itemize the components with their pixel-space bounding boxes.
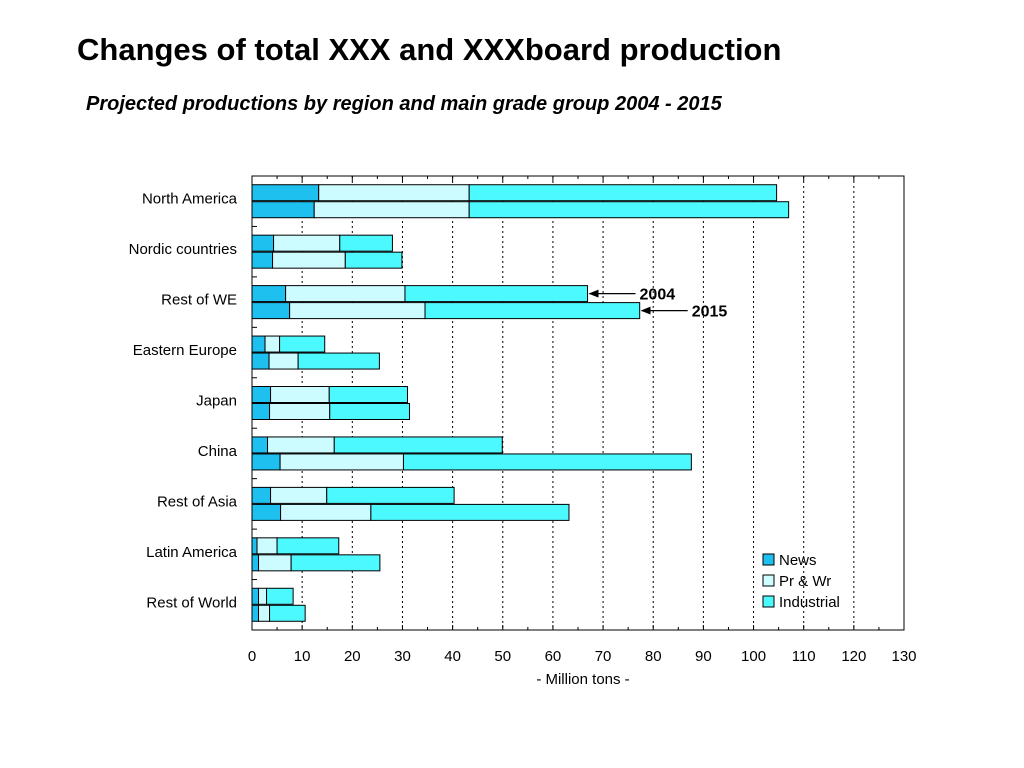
bar-industrial-2015 (402, 453, 692, 471)
annotation-label: 2004 (640, 287, 676, 304)
bar-news-2015 (251, 604, 260, 622)
bar-industrial-2004 (333, 436, 503, 454)
bar-news-2015 (251, 302, 291, 320)
bar-pr-wr-2004 (273, 234, 341, 252)
category-label: Rest of World (146, 594, 237, 611)
bar-pr-wr-2004 (318, 184, 470, 202)
bar-industrial-2015 (329, 403, 410, 420)
x-tick-label: 60 (545, 648, 562, 665)
bar-news-2015 (251, 503, 282, 521)
bar-pr-wr-2004 (258, 587, 268, 605)
bar-industrial-2015 (269, 604, 306, 622)
bar-industrial-2004 (266, 587, 294, 605)
bar-industrial-2015 (344, 251, 403, 269)
bar-news-2004 (251, 537, 258, 555)
bar-industrial-2015 (468, 201, 790, 219)
bar-news-2015 (251, 352, 270, 370)
axis-ticks (251, 176, 905, 630)
bar-industrial-2004 (328, 386, 408, 403)
bar-pr-wr-2015 (269, 403, 331, 420)
bar-pr-wr-2004 (285, 285, 406, 303)
bar-industrial-2004 (326, 486, 455, 504)
bar-pr-wr-2015 (280, 503, 372, 521)
x-tick-label: 80 (645, 648, 662, 665)
legend-label: Pr & Wr (779, 573, 831, 590)
x-tick-label: 40 (444, 648, 461, 665)
bar-pr-wr-2015 (258, 554, 292, 572)
bar-news-2004 (251, 436, 269, 454)
x-tick-label: 0 (248, 648, 256, 665)
bar-pr-wr-2015 (258, 604, 271, 622)
bar-pr-wr-2015 (272, 251, 346, 269)
bar-pr-wr-2015 (279, 453, 404, 471)
category-label: Japan (196, 393, 237, 410)
bar-pr-wr-2015 (268, 352, 299, 370)
bar-industrial-2004 (468, 184, 778, 202)
bar-pr-wr-2015 (313, 201, 470, 219)
legend-label: Industrial (779, 594, 840, 611)
category-label: North America (142, 191, 238, 208)
annotation-label: 2015 (692, 304, 728, 321)
bar-pr-wr-2004 (270, 486, 328, 504)
x-tick-label: 50 (494, 648, 511, 665)
x-axis-title: - Million tons - (536, 671, 629, 688)
legend: News Pr & Wr Industrial (762, 552, 840, 611)
bar-industrial-2004 (276, 537, 340, 555)
bar-news-2004 (251, 486, 272, 504)
category-label: Nordic countries (129, 241, 237, 258)
bar-news-2015 (251, 201, 315, 219)
legend-swatch (762, 553, 775, 566)
bar-pr-wr-2004 (267, 436, 335, 454)
x-tick-label: 30 (394, 648, 411, 665)
bar-industrial-2004 (339, 234, 393, 252)
category-label: Rest of WE (161, 292, 237, 309)
bar-industrial-2015 (297, 352, 380, 370)
bar-news-2004 (251, 386, 272, 403)
bar-news-2004 (251, 335, 266, 353)
x-tick-label: 90 (695, 648, 712, 665)
bar-news-2015 (251, 554, 260, 572)
bar-industrial-2015 (424, 302, 641, 320)
x-tick-label: 130 (891, 648, 916, 665)
legend-swatch (762, 595, 775, 608)
category-label: China (198, 443, 238, 460)
bar-industrial-2015 (290, 554, 381, 572)
x-tick-label: 100 (741, 648, 766, 665)
x-tick-label: 10 (294, 648, 311, 665)
bar-pr-wr-2015 (289, 302, 426, 320)
x-tick-label: 120 (841, 648, 866, 665)
bar-news-2015 (251, 403, 271, 420)
bar-news-2015 (251, 453, 281, 471)
bar-industrial-2015 (370, 503, 570, 521)
legend-swatch (762, 574, 775, 587)
bars (251, 184, 790, 622)
bar-news-2015 (251, 251, 274, 269)
category-labels: North America Nordic countries Rest of WE E… (129, 191, 238, 612)
bar-pr-wr-2004 (270, 386, 330, 403)
annotations: 2004 2015 (588, 287, 728, 321)
bar-news-2004 (251, 234, 275, 252)
bar-pr-wr-2004 (256, 537, 278, 555)
x-tick-label: 110 (792, 648, 816, 665)
chart-title: Changes of total XXX and XXXboard produc… (77, 32, 782, 67)
bar-industrial-2004 (279, 335, 326, 353)
category-label: Eastern Europe (133, 342, 237, 359)
bar-news-2004 (251, 587, 260, 605)
bar-news-2004 (251, 285, 287, 303)
category-label: Latin America (146, 544, 238, 561)
chart-subtitle: Projected productions by region and main… (86, 93, 722, 115)
category-label: Rest of Asia (157, 493, 238, 510)
x-tick-label: 70 (595, 648, 612, 665)
tick-labels: 0 10 20 30 40 50 60 70 80 90 100 110 120 130 (248, 648, 917, 665)
bar-pr-wr-2004 (264, 335, 281, 353)
legend-label: News (779, 552, 817, 569)
bar-news-2004 (251, 184, 320, 202)
x-tick-label: 20 (344, 648, 361, 665)
bar-industrial-2004 (404, 285, 589, 303)
